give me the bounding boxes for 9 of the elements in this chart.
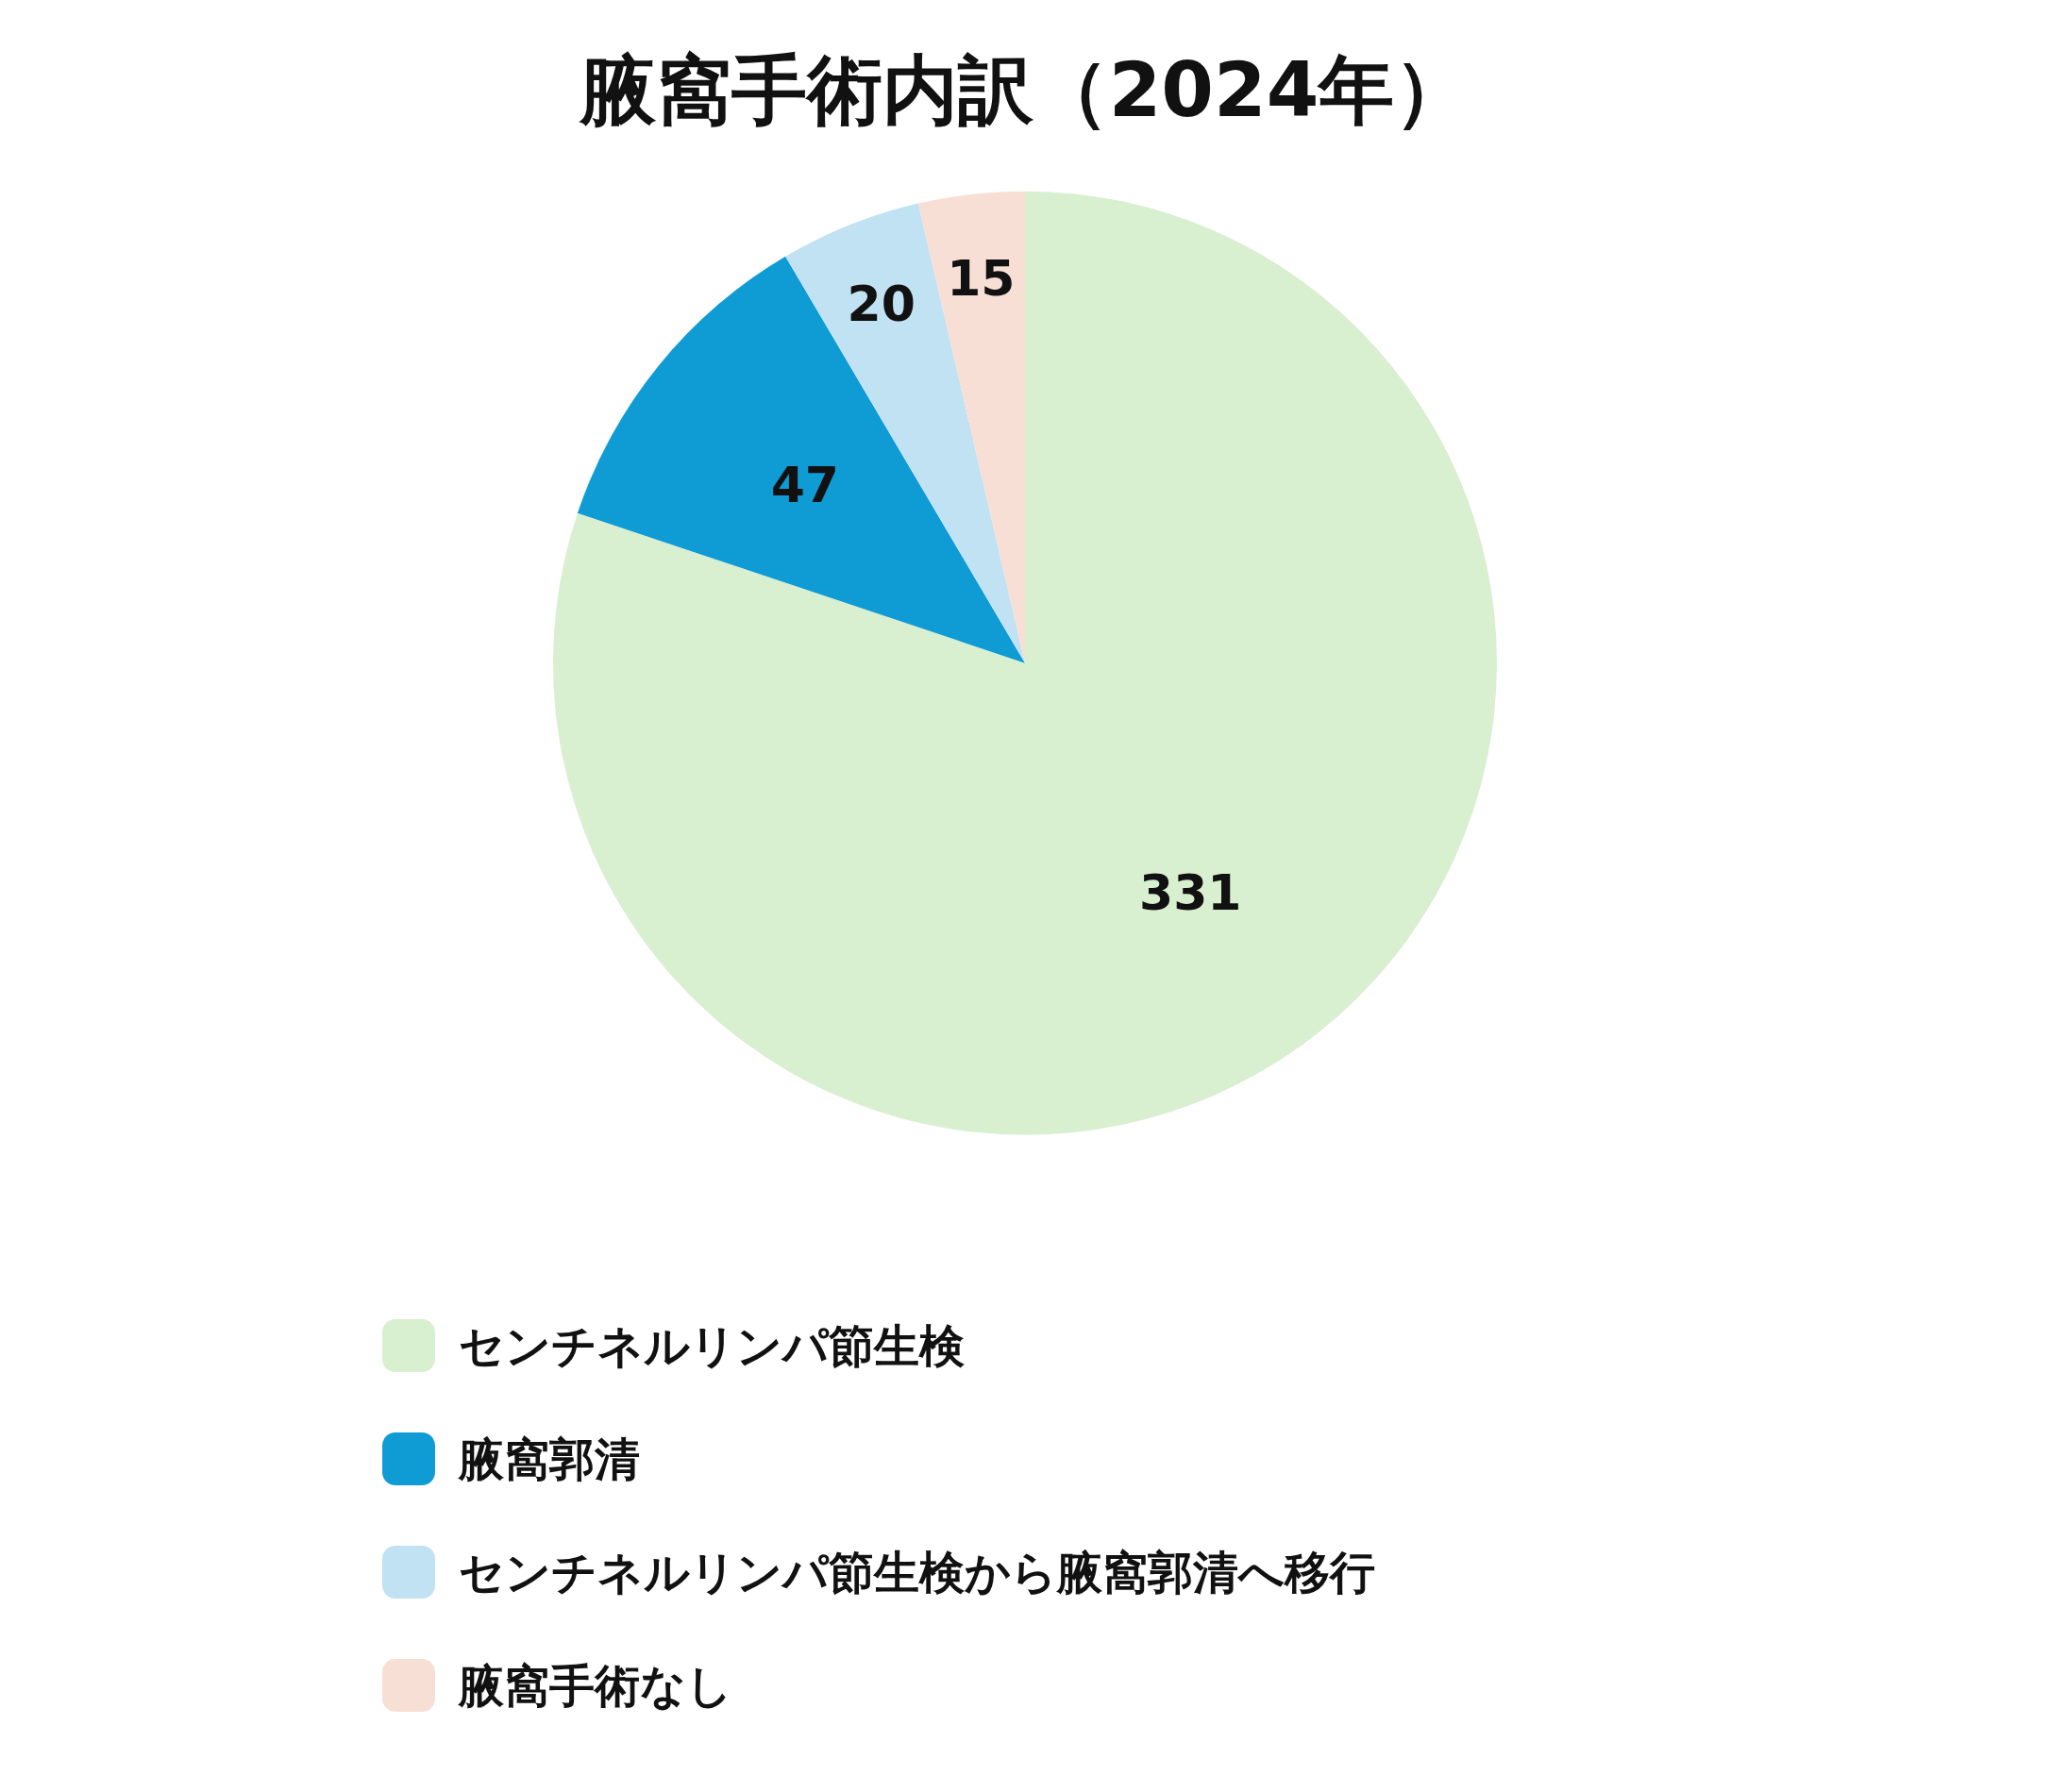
data-label: 331 [1138,864,1242,922]
legend-label: 腋窩手術なし [457,1659,732,1712]
legend-label: センチネルリンパ節生検 [459,1319,965,1372]
data-label: 20 [847,275,916,332]
chart-title: 腋窩手術内訳（2024年） [578,45,1470,134]
legend-label: 腋窩郭清 [457,1432,640,1485]
legend-label: センチネルリンパ節生検から腋窩郭清へ移行 [459,1546,1375,1599]
data-label: 47 [770,456,840,513]
data-label: 15 [947,250,1016,308]
